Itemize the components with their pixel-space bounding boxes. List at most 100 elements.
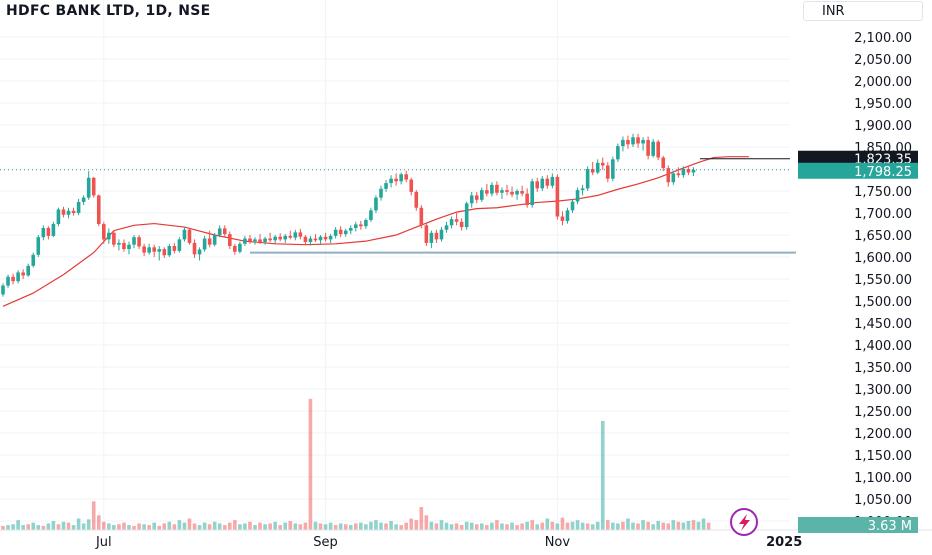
candle-body <box>338 229 343 235</box>
candle <box>243 235 247 246</box>
volume-bar <box>404 522 408 530</box>
volume-bar <box>656 520 660 530</box>
candle <box>117 239 121 251</box>
candle-body <box>142 246 146 253</box>
candle-body <box>560 216 565 221</box>
volume-bar <box>540 522 545 530</box>
volume-bar <box>535 524 540 530</box>
volume-bar <box>167 521 172 530</box>
volume-bar <box>555 523 560 530</box>
volume-bar <box>439 520 444 530</box>
candle <box>26 263 30 277</box>
candle <box>187 228 192 245</box>
grid <box>0 0 790 530</box>
candle-body <box>288 235 293 238</box>
candle-body <box>454 219 459 222</box>
volume-bar <box>117 524 121 530</box>
candle-body <box>117 242 121 245</box>
candle-body <box>96 195 101 224</box>
lightning-bolt-icon[interactable] <box>730 508 758 536</box>
candle-body <box>21 272 25 276</box>
volume-bar <box>626 518 630 530</box>
candle-body <box>86 177 91 198</box>
candle <box>364 218 368 229</box>
volume-bar <box>313 521 318 530</box>
candle-body <box>273 236 277 241</box>
volume-bar <box>16 520 20 530</box>
volume-bar <box>36 525 41 530</box>
candle-body <box>595 162 600 173</box>
volume-bar <box>510 522 514 530</box>
price-axis[interactable]: 2,100.00 2,050.00 2,000.00 1,950.00 1,900.00… <box>854 31 912 530</box>
candle-body <box>606 165 610 179</box>
candle <box>298 228 303 240</box>
volume-bar <box>500 523 504 530</box>
candle-body <box>389 178 393 184</box>
candle <box>626 135 630 149</box>
candle <box>485 183 489 197</box>
candle-body <box>1 285 5 295</box>
y-tick-label: 1,100.00 <box>854 471 912 486</box>
volume-bar <box>258 522 262 530</box>
candle-body <box>600 162 605 166</box>
volume-bar <box>253 525 257 530</box>
candle <box>691 167 696 177</box>
volume-bar <box>212 521 217 530</box>
volume-bar <box>248 521 252 530</box>
candle <box>152 244 156 257</box>
candle-body <box>293 232 298 238</box>
currency-selector[interactable]: INR <box>803 1 923 21</box>
volume-bar <box>449 524 454 530</box>
candle-body <box>656 141 660 158</box>
candle-body <box>510 191 514 195</box>
volume-bar <box>384 523 388 530</box>
candle <box>616 143 620 162</box>
candle-body <box>490 184 494 194</box>
candle <box>424 223 429 246</box>
volume-bar <box>76 518 81 530</box>
volume-bar <box>646 521 650 530</box>
candle-body <box>76 202 81 213</box>
candle-body <box>414 191 419 208</box>
candle-body <box>530 181 534 206</box>
candle <box>525 188 529 208</box>
volume-bar <box>71 525 76 530</box>
candle <box>147 243 151 255</box>
candle <box>611 156 615 182</box>
candle-body <box>268 238 272 241</box>
time-axis[interactable]: Jul Sep Nov 2025 <box>0 529 932 550</box>
candle-body <box>298 232 303 237</box>
candle-body <box>243 238 247 244</box>
candle-body <box>459 221 464 228</box>
candle-body <box>565 210 570 221</box>
candle <box>258 234 262 244</box>
candle-body <box>102 224 106 240</box>
x-tick-label: Sep <box>313 535 338 550</box>
candle-body <box>686 169 691 173</box>
volume-bar <box>142 524 146 530</box>
candle <box>419 205 424 229</box>
candle-body <box>71 210 76 213</box>
moving-average-layer <box>2 156 749 307</box>
candle <box>348 225 353 235</box>
volume-bar <box>172 524 177 530</box>
candle-body <box>444 225 449 230</box>
ma-value-badge-bg <box>798 150 918 167</box>
volume-bar <box>202 522 207 530</box>
candle-body <box>46 227 51 236</box>
volume-bar <box>147 525 151 530</box>
volume-bar <box>192 523 197 530</box>
candle-body <box>122 242 126 250</box>
candle <box>661 155 666 172</box>
candle <box>414 190 419 211</box>
candle-body <box>394 178 398 182</box>
candle-body <box>611 159 615 179</box>
x-tick-label: Nov <box>545 535 571 550</box>
candle-body <box>651 141 655 156</box>
candle-body <box>469 195 474 204</box>
volume-bar <box>570 521 575 530</box>
candle <box>288 230 293 240</box>
volume-bar <box>207 524 212 530</box>
